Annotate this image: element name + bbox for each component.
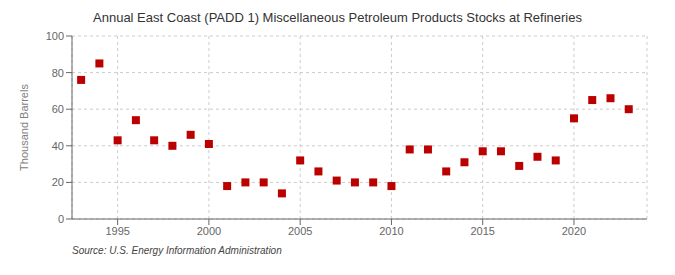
svg-text:2020: 2020 <box>562 225 586 237</box>
html-text:Annual East Coast (PADD 1) Mis: Annual East Coast (PADD 1) Miscellaneous… <box>93 10 582 25</box>
svg-text:2005: 2005 <box>288 225 312 237</box>
svg-text:1995: 1995 <box>105 225 129 237</box>
svg-text:60: 60 <box>52 103 64 115</box>
svg-text:2000: 2000 <box>197 225 221 237</box>
svg-text:20: 20 <box>52 176 64 188</box>
svg-text:2010: 2010 <box>379 225 403 237</box>
html-text:Source: U.S. Energy Informatio: Source: U.S. Energy Information Administ… <box>72 245 282 256</box>
svg-text:0: 0 <box>58 213 64 225</box>
svg-text:Thousand Barrels: Thousand Barrels <box>18 84 30 171</box>
svg-text:2015: 2015 <box>470 225 494 237</box>
svg-text:100: 100 <box>46 30 64 42</box>
svg-text:40: 40 <box>52 140 64 152</box>
svg-text:80: 80 <box>52 67 64 79</box>
